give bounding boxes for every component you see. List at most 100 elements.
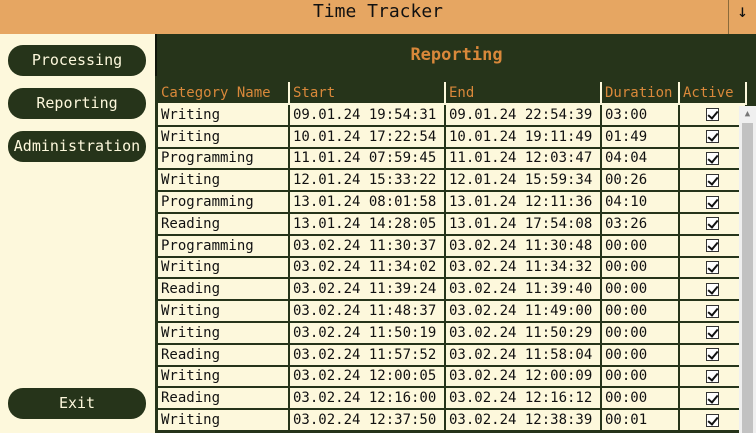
category-cell[interactable]: Writing [158,321,290,345]
active-checkbox[interactable] [706,173,719,187]
exit-button[interactable]: Exit [8,388,146,419]
active-checkbox[interactable] [706,282,719,296]
end-cell[interactable]: 03.02.24 12:16:12 [445,387,602,411]
col-end-header[interactable]: End [445,82,602,105]
end-cell[interactable]: 11.01.24 12:03:47 [445,147,602,171]
start-cell[interactable]: 10.01.24 17:22:54 [289,125,446,149]
col-duration-header[interactable]: Duration [601,82,680,105]
table-row[interactable]: Writing 03.02.24 12:00:05 03.02.24 12:00:0… [158,365,747,389]
category-cell[interactable]: Writing [158,409,290,432]
active-checkbox[interactable] [706,151,719,165]
active-checkbox[interactable] [706,348,719,362]
start-cell[interactable]: 03.02.24 11:57:52 [289,343,446,367]
start-cell[interactable]: 09.01.24 19:54:31 [289,104,446,127]
category-cell[interactable]: Writing [158,125,290,149]
vertical-scrollbar[interactable]: ▲ [739,106,756,433]
end-cell[interactable]: 03.02.24 11:39:40 [445,278,602,302]
start-cell[interactable]: 03.02.24 12:00:05 [289,365,446,389]
start-cell[interactable]: 12.01.24 15:33:22 [289,169,446,193]
active-checkbox[interactable] [706,304,719,318]
reporting-button[interactable]: Reporting [8,88,146,119]
scroll-up-icon[interactable]: ▲ [744,109,751,119]
table-row[interactable]: Reading 13.01.24 14:28:05 13.01.24 17:54:0… [158,212,747,236]
duration-cell[interactable]: 00:01 [601,409,680,432]
duration-cell[interactable]: 00:00 [601,365,680,389]
end-cell[interactable]: 03.02.24 11:49:00 [445,300,602,323]
duration-cell[interactable]: 03:00 [601,104,680,127]
end-cell[interactable]: 09.01.24 22:54:39 [445,104,602,127]
active-checkbox[interactable] [706,260,719,274]
end-cell[interactable]: 03.02.24 11:34:32 [445,256,602,280]
active-checkbox[interactable] [706,326,719,340]
start-cell[interactable]: 03.02.24 12:37:50 [289,409,446,432]
category-cell[interactable]: Writing [158,104,290,127]
col-active-header[interactable]: Active [679,82,747,105]
category-cell[interactable]: Reading [158,278,290,302]
category-cell[interactable]: Writing [158,365,290,389]
table-row[interactable]: Writing 10.01.24 17:22:54 10.01.24 19:11:4… [158,125,747,149]
collapse-arrow-icon[interactable]: ↓ [728,0,756,34]
col-start-header[interactable]: Start [289,82,446,105]
duration-cell[interactable]: 00:26 [601,169,680,193]
table-row[interactable]: Reading 03.02.24 12:16:00 03.02.24 12:16:1… [158,387,747,411]
end-cell[interactable]: 03.02.24 11:50:29 [445,321,602,345]
processing-button[interactable]: Processing [8,45,146,76]
duration-cell[interactable]: 00:00 [601,343,680,367]
end-cell[interactable]: 03.02.24 12:00:09 [445,365,602,389]
category-cell[interactable]: Reading [158,343,290,367]
category-cell[interactable]: Writing [158,256,290,280]
table-row[interactable]: Writing 12.01.24 15:33:22 12.01.24 15:59:3… [158,169,747,193]
start-cell[interactable]: 03.02.24 11:34:02 [289,256,446,280]
end-cell[interactable]: 13.01.24 12:11:36 [445,191,602,214]
category-cell[interactable]: Writing [158,300,290,323]
end-cell[interactable]: 13.01.24 17:54:08 [445,212,602,236]
table-row[interactable]: Writing 03.02.24 11:48:37 03.02.24 11:49:0… [158,300,747,323]
duration-cell[interactable]: 00:00 [601,387,680,411]
start-cell[interactable]: 11.01.24 07:59:45 [289,147,446,171]
duration-cell[interactable]: 00:00 [601,300,680,323]
table-row[interactable]: Writing 03.02.24 12:37:50 03.02.24 12:38:3… [158,409,747,432]
duration-cell[interactable]: 00:00 [601,234,680,258]
active-checkbox[interactable] [706,369,719,383]
table-row[interactable]: Writing 03.02.24 11:34:02 03.02.24 11:34:3… [158,256,747,280]
duration-cell[interactable]: 00:00 [601,321,680,345]
duration-cell[interactable]: 01:49 [601,125,680,149]
table-row[interactable]: Writing 09.01.24 19:54:31 09.01.24 22:54:3… [158,104,747,127]
administration-button[interactable]: Administration [8,131,146,162]
table-row[interactable]: Reading 03.02.24 11:39:24 03.02.24 11:39:4… [158,278,747,302]
active-checkbox[interactable] [706,413,719,427]
category-cell[interactable]: Programming [158,147,290,171]
end-cell[interactable]: 03.02.24 11:30:48 [445,234,602,258]
start-cell[interactable]: 03.02.24 11:30:37 [289,234,446,258]
end-cell[interactable]: 03.02.24 11:58:04 [445,343,602,367]
duration-cell[interactable]: 00:00 [601,256,680,280]
end-cell[interactable]: 12.01.24 15:59:34 [445,169,602,193]
category-cell[interactable]: Writing [158,169,290,193]
scroll-thumb[interactable] [742,123,753,433]
active-checkbox[interactable] [706,239,719,253]
start-cell[interactable]: 13.01.24 14:28:05 [289,212,446,236]
active-checkbox[interactable] [706,130,719,144]
table-row[interactable]: Programming 03.02.24 11:30:37 03.02.24 11:… [158,234,747,258]
category-cell[interactable]: Programming [158,234,290,258]
start-cell[interactable]: 03.02.24 12:16:00 [289,387,446,411]
end-cell[interactable]: 10.01.24 19:11:49 [445,125,602,149]
end-cell[interactable]: 03.02.24 12:38:39 [445,409,602,432]
start-cell[interactable]: 13.01.24 08:01:58 [289,191,446,214]
duration-cell[interactable]: 00:00 [601,278,680,302]
start-cell[interactable]: 03.02.24 11:48:37 [289,300,446,323]
table-row[interactable]: Programming 11.01.24 07:59:45 11.01.24 12:… [158,147,747,171]
table-row[interactable]: Programming 13.01.24 08:01:58 13.01.24 12:… [158,191,747,214]
table-row[interactable]: Reading 03.02.24 11:57:52 03.02.24 11:58:0… [158,343,747,367]
table-row[interactable]: Writing 03.02.24 11:50:19 03.02.24 11:50:2… [158,321,747,345]
category-cell[interactable]: Reading [158,387,290,411]
category-cell[interactable]: Programming [158,191,290,214]
duration-cell[interactable]: 04:04 [601,147,680,171]
active-checkbox[interactable] [706,108,719,122]
category-cell[interactable]: Reading [158,212,290,236]
start-cell[interactable]: 03.02.24 11:50:19 [289,321,446,345]
col-category-name-header[interactable]: Category Name [158,82,290,105]
duration-cell[interactable]: 04:10 [601,191,680,214]
duration-cell[interactable]: 03:26 [601,212,680,236]
start-cell[interactable]: 03.02.24 11:39:24 [289,278,446,302]
